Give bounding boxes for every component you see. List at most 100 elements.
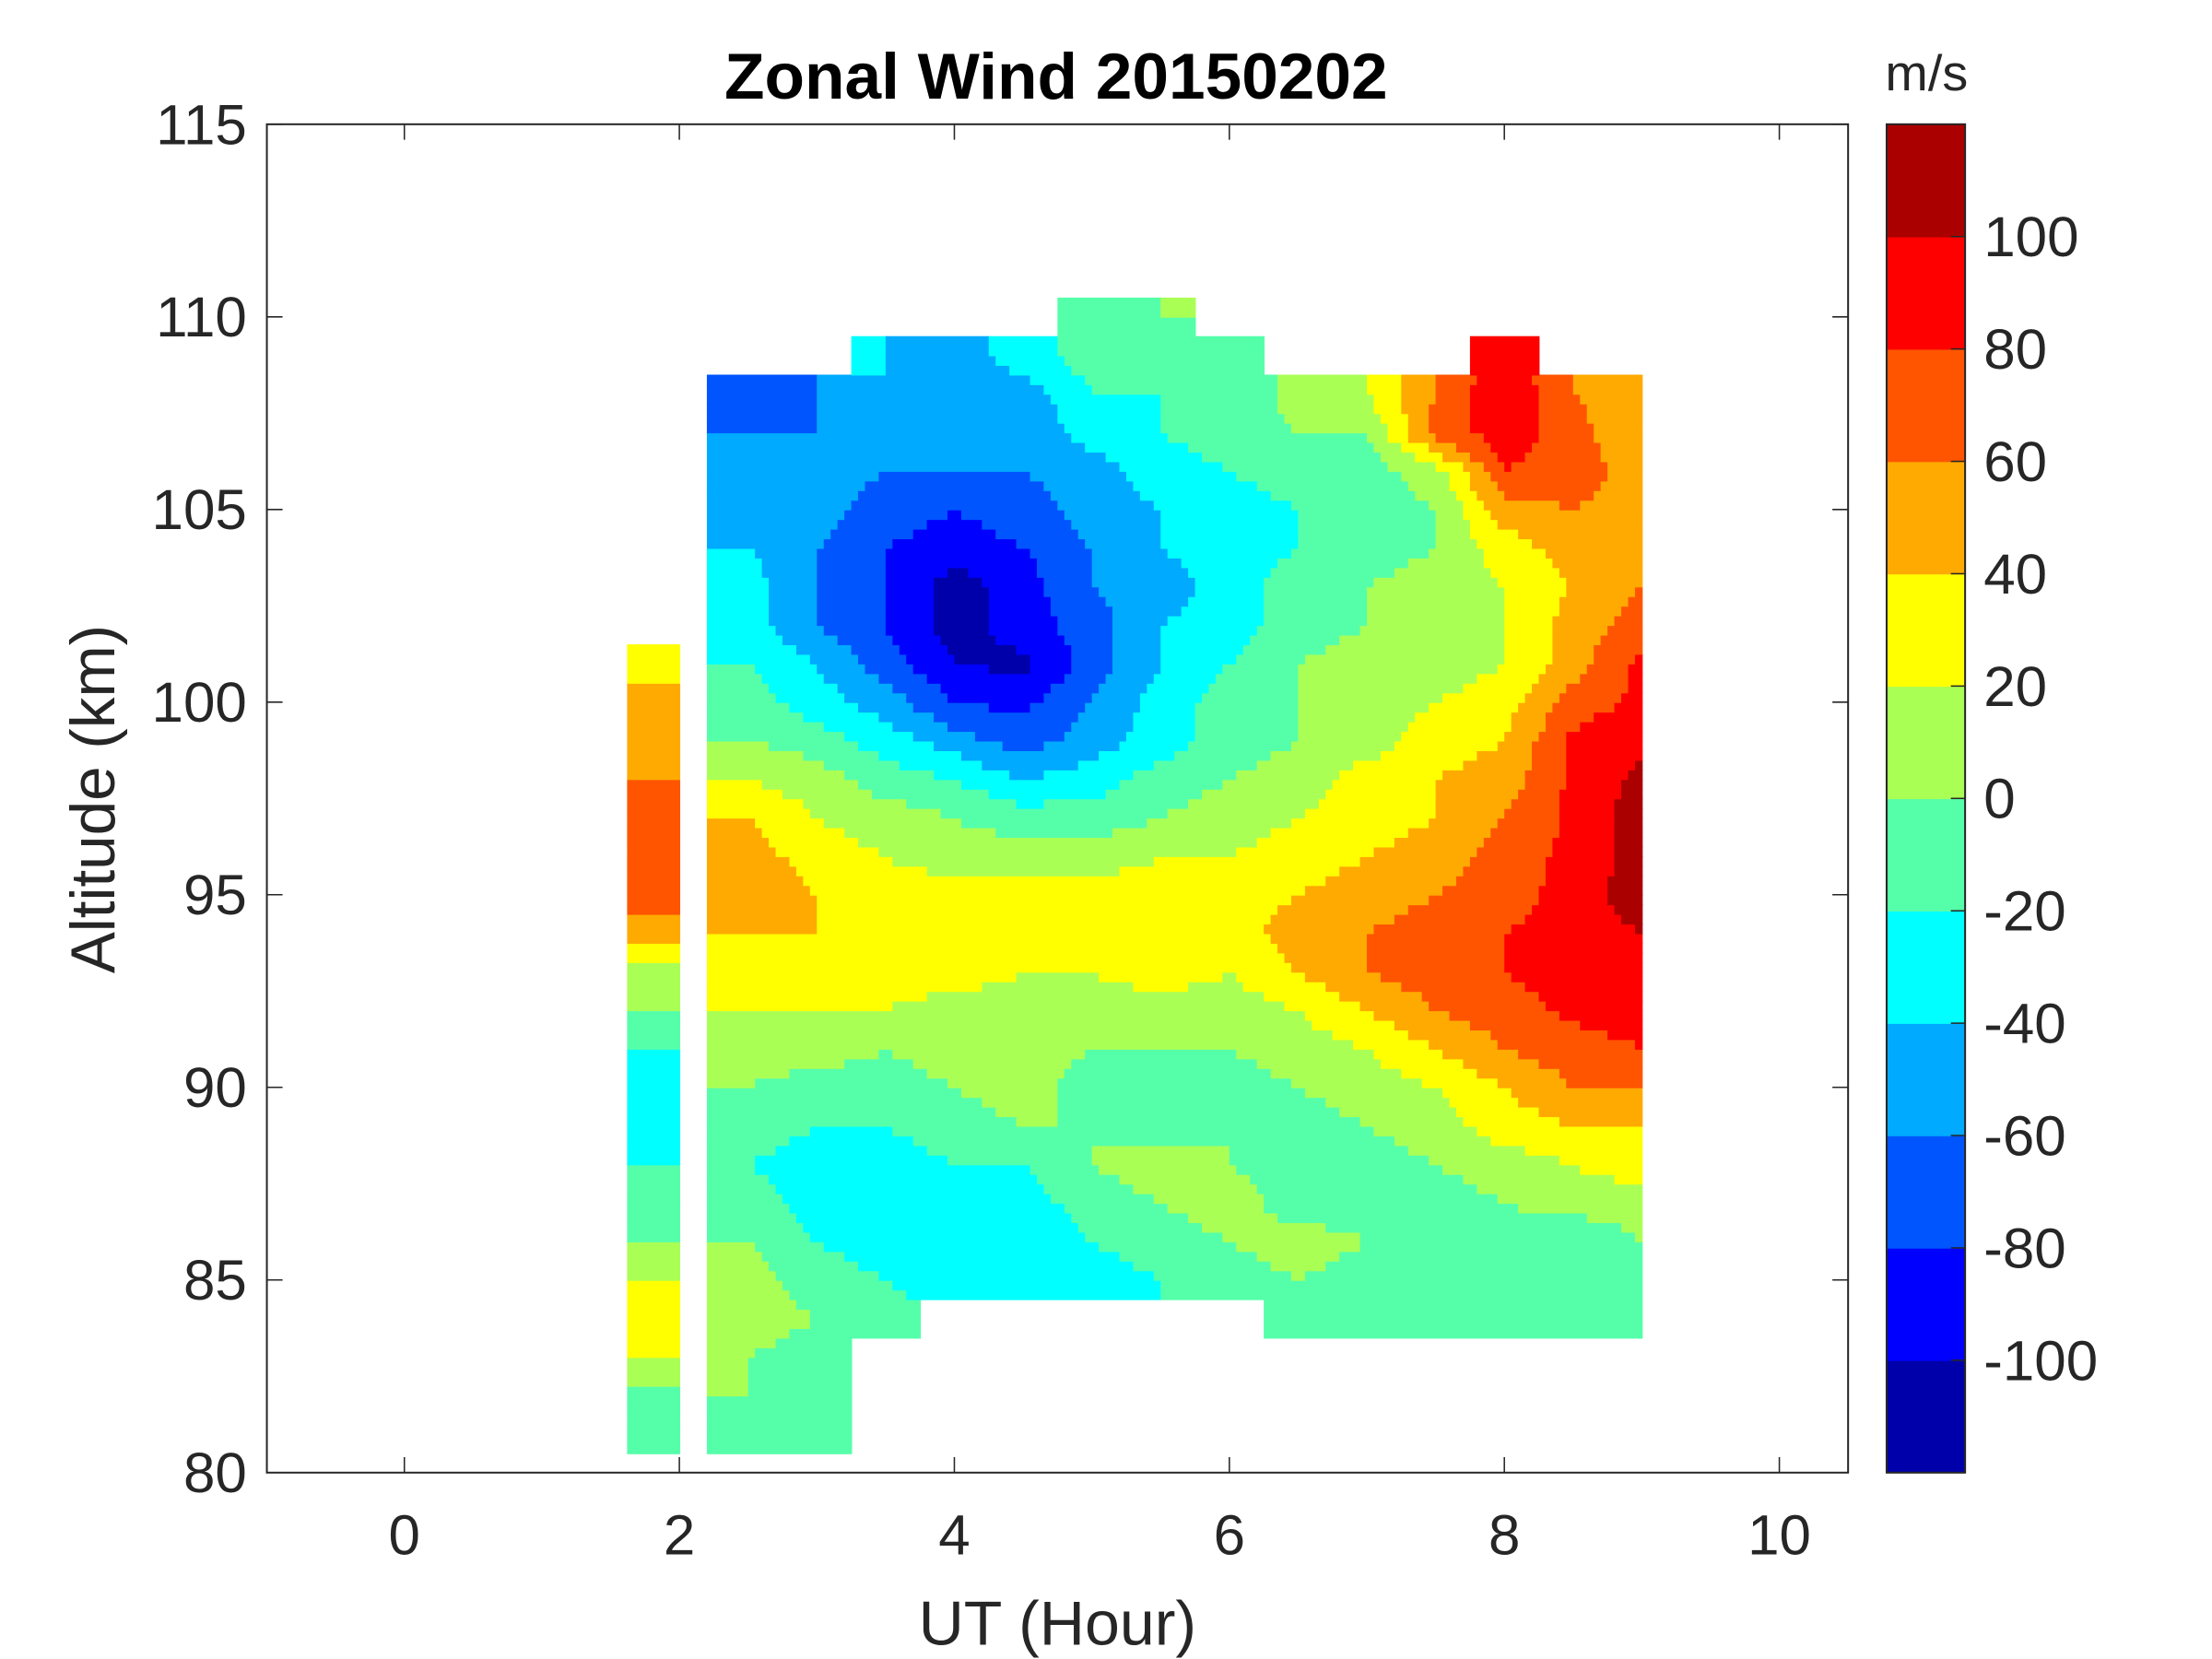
main-cell [1160, 528, 1300, 540]
main-cell [817, 547, 887, 559]
main-cell [775, 846, 880, 857]
strip-cell [627, 1222, 681, 1233]
main-cell [1030, 547, 1093, 559]
main-cell [1071, 721, 1135, 733]
main-cell [1469, 422, 1540, 434]
main-cell [878, 471, 1031, 482]
main-cell [892, 634, 942, 646]
strip-cell [627, 961, 681, 973]
main-cell [755, 1241, 825, 1253]
main-cell [1469, 383, 1540, 395]
main-cell [1566, 731, 1643, 742]
main-cell [1477, 750, 1533, 761]
main-cell [1504, 961, 1643, 973]
colorbar-band [1886, 1135, 1966, 1249]
main-cell [1304, 1010, 1375, 1021]
main-cell [1099, 586, 1196, 597]
main-cell [982, 759, 1079, 771]
main-cell [865, 664, 914, 675]
main-cell [1559, 818, 1616, 829]
main-cell [982, 1097, 1059, 1108]
main-cell [1030, 374, 1087, 385]
main-cell [837, 519, 928, 530]
main-cell [1566, 769, 1630, 781]
main-cell [899, 759, 983, 771]
strip-cell [627, 712, 681, 723]
strip-cell [627, 1058, 681, 1069]
main-cell [1099, 750, 1176, 761]
colorbar-band [1886, 686, 1966, 800]
main-cell [1139, 701, 1196, 713]
main-cell [1614, 1173, 1643, 1185]
main-cell [1016, 538, 1087, 549]
main-cell [1085, 441, 1190, 453]
main-cell [1298, 712, 1417, 723]
colorbar-tick-label: -20 [1983, 880, 2066, 944]
main-cell [706, 664, 757, 675]
main-cell [1538, 403, 1588, 415]
colorbar-band [1886, 124, 1966, 238]
main-cell [1181, 606, 1265, 617]
main-cell [1043, 586, 1100, 597]
main-cell [706, 519, 839, 530]
main-cell [1160, 403, 1278, 415]
main-cell [1614, 865, 1643, 877]
main-cell [1194, 731, 1300, 742]
main-cell [1552, 558, 1643, 569]
strip-cell [627, 682, 681, 694]
main-cell [878, 1048, 894, 1060]
main-cell [706, 1048, 880, 1060]
main-cell [1085, 374, 1278, 385]
main-cell [1559, 1067, 1643, 1079]
main-cell [1497, 740, 1533, 751]
main-cell [1160, 394, 1278, 405]
main-cell [885, 595, 935, 607]
main-cell [789, 701, 859, 713]
main-cell [1367, 933, 1506, 944]
main-cell [1160, 413, 1286, 424]
main-cell [1559, 500, 1582, 511]
main-cell [1256, 625, 1361, 636]
main-cell [885, 558, 1038, 569]
main-cell [809, 1231, 1087, 1242]
main-cell [1504, 595, 1560, 607]
main-cell [1559, 1010, 1643, 1021]
main-cell [1614, 807, 1643, 819]
main-cell [1477, 374, 1533, 385]
main-cell [851, 335, 887, 347]
main-cell [1043, 740, 1121, 751]
main-cell [706, 759, 825, 771]
main-cell [706, 1106, 997, 1118]
main-cell [1394, 913, 1526, 925]
strip-cell [627, 692, 681, 703]
main-cell [1504, 606, 1560, 617]
main-cell [1463, 865, 1547, 877]
main-cell [1057, 625, 1113, 636]
main-cell [995, 528, 1079, 540]
main-cell [1085, 1048, 1238, 1060]
main-cell [1394, 1135, 1492, 1147]
main-cell [1091, 1145, 1230, 1156]
main-cell [769, 1260, 859, 1272]
main-cell [809, 1318, 922, 1329]
main-cell [1119, 1173, 1252, 1185]
main-cell [1429, 1154, 1560, 1166]
main-cell [1401, 441, 1430, 453]
main-cell [885, 615, 935, 627]
main-cell [1407, 827, 1492, 839]
main-cell [1091, 383, 1278, 395]
strip-cell [627, 894, 681, 906]
main-cell [706, 595, 770, 607]
main-cell [1559, 1154, 1643, 1166]
main-cell [817, 913, 1272, 925]
chart-title: Zonal Wind 20150202 [724, 41, 1388, 114]
main-cell [706, 1279, 783, 1291]
main-cell [1105, 673, 1155, 684]
strip-cell [627, 1279, 681, 1291]
main-cell [1188, 441, 1375, 453]
main-cell [1298, 701, 1430, 713]
main-cell [706, 1270, 777, 1281]
main-cell [1277, 904, 1409, 915]
main-cell [1057, 297, 1162, 309]
main-cell [1559, 692, 1622, 703]
